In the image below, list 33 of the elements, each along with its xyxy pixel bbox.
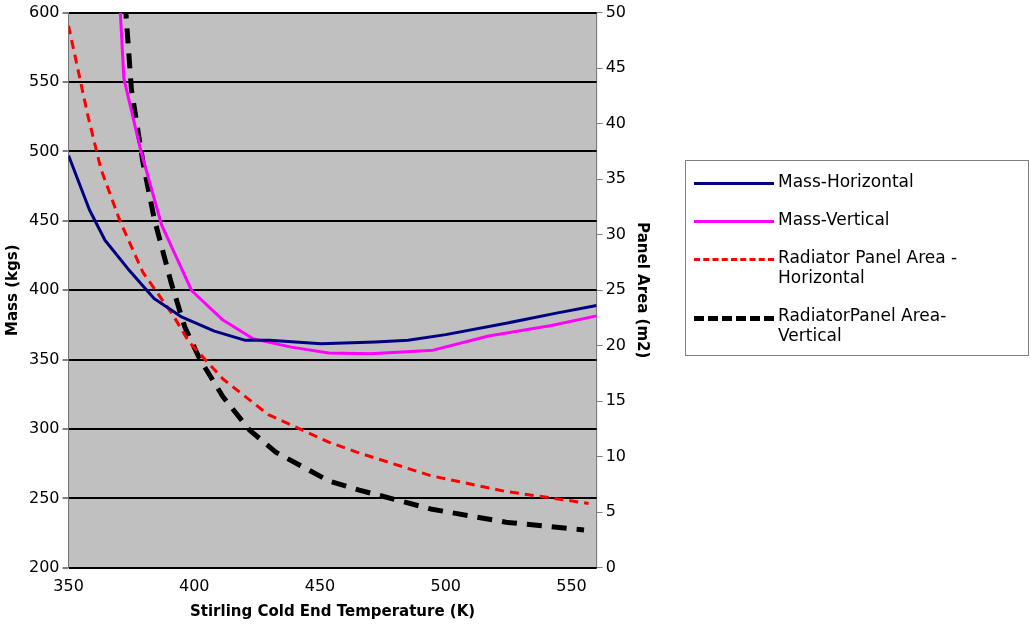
y2-tick-label: 50 <box>605 1 626 21</box>
x-tick-label: 450 <box>304 575 336 595</box>
y-tick-label: 400 <box>28 279 60 299</box>
y-tick-label: 250 <box>28 487 60 507</box>
y2-tick-label: 40 <box>605 112 626 132</box>
legend-label: Radiator Panel Area - Horizontal <box>778 247 959 287</box>
y-axis-title: Mass (kgs) <box>2 244 21 336</box>
y2-tick-label: 20 <box>605 334 626 354</box>
y-tick-label: 300 <box>28 418 60 438</box>
x-tick-label: 500 <box>430 575 462 595</box>
y2-tick-label: 15 <box>605 390 626 410</box>
legend-label: RadiatorPanel Area-Vertical <box>778 305 948 345</box>
y2-tick-label: 0 <box>605 556 616 576</box>
y2-tick-label: 30 <box>605 223 626 243</box>
y2-tick-label: 25 <box>605 279 626 299</box>
x-axis-title: Stirling Cold End Temperature (K) <box>190 601 476 620</box>
y2-tick-label: 5 <box>605 501 616 521</box>
y-tick-label: 200 <box>28 556 60 576</box>
legend-label: Mass-Vertical <box>778 209 891 229</box>
x-tick-label: 400 <box>179 575 210 595</box>
line-series <box>68 24 591 505</box>
x-tick-label: 350 <box>53 575 84 595</box>
y-tick-label: 500 <box>28 140 60 160</box>
y2-tick-label: 10 <box>605 445 626 465</box>
y-tick-label: 600 <box>28 1 60 21</box>
x-tick-label: 550 <box>556 575 587 595</box>
legend-label: Mass-Horizontal <box>778 171 915 191</box>
y2-axis-title: Panel Area (m2) <box>634 222 653 359</box>
y-tick-label: 450 <box>28 209 60 229</box>
y2-tick-label: 45 <box>605 57 626 77</box>
y-tick-label: 350 <box>28 348 60 368</box>
y-tick-label: 550 <box>28 71 60 91</box>
y2-tick-label: 35 <box>605 168 626 188</box>
